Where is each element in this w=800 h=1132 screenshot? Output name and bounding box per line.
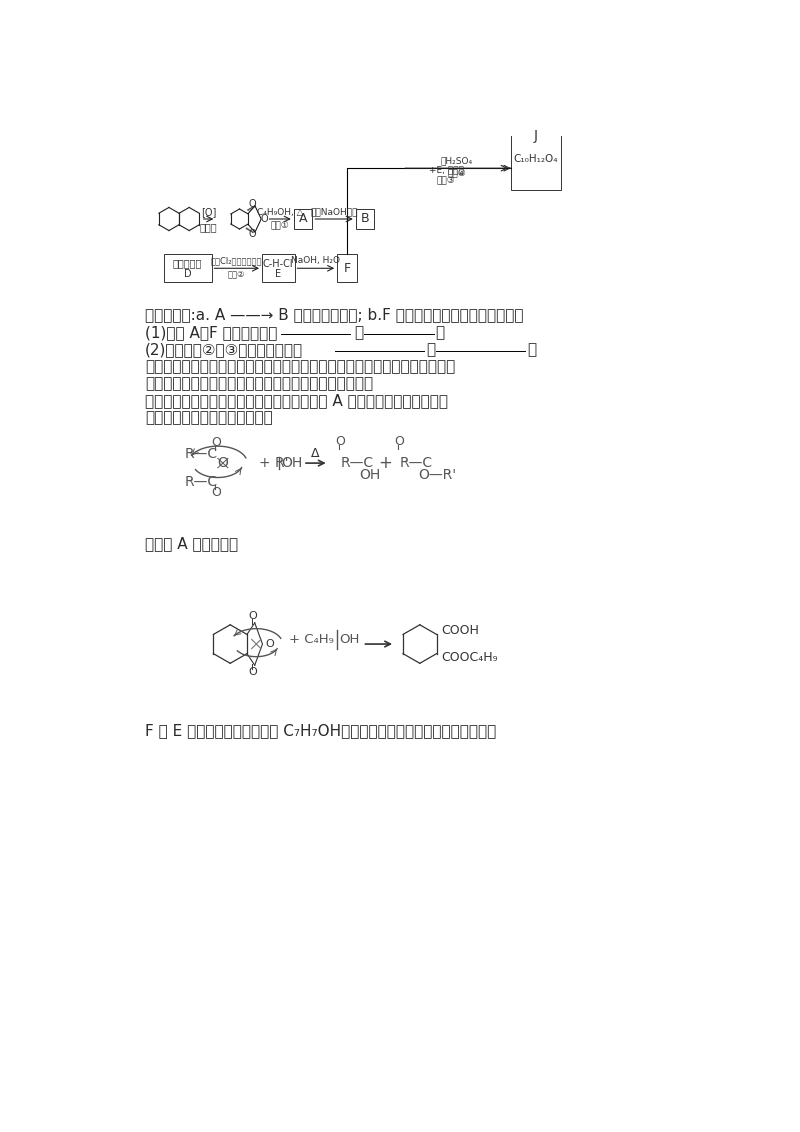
Text: + R': + R' [259, 456, 288, 470]
Text: O: O [211, 436, 221, 448]
Text: C-H-Cl: C-H-Cl [263, 258, 294, 268]
Text: R—C: R—C [340, 456, 374, 470]
FancyBboxPatch shape [294, 209, 312, 229]
Text: + C₄H₉: + C₄H₉ [289, 633, 334, 646]
Text: O: O [249, 611, 258, 621]
Text: 命题意图：考查学生根据题目给信息完成化学方程式或判定反应产物的能力。: 命题意图：考查学生根据题目给信息完成化学方程式或判定反应产物的能力。 [145, 360, 455, 375]
Text: R—C: R—C [399, 456, 432, 470]
Text: C₁₀H₁₂O₄: C₁₀H₁₂O₄ [514, 154, 558, 164]
Text: J: J [534, 129, 538, 143]
Text: R—C: R—C [184, 475, 218, 489]
Text: A: A [299, 213, 307, 225]
Text: C₄H₉OH, △: C₄H₉OH, △ [257, 207, 303, 216]
Text: 则生成 A 的反应为：: 则生成 A 的反应为： [145, 537, 238, 551]
Text: ‖: ‖ [246, 204, 255, 213]
Text: F: F [344, 261, 350, 275]
Text: O: O [335, 435, 345, 448]
Text: O: O [217, 456, 228, 470]
Text: ‖: ‖ [246, 225, 255, 233]
Text: 适量NaOH溶液: 适量NaOH溶液 [310, 207, 358, 216]
Text: 浓H₂SO₄: 浓H₂SO₄ [441, 156, 473, 165]
Text: 催化剂: 催化剂 [200, 222, 218, 232]
Text: Δ: Δ [311, 447, 320, 461]
Text: ，: ， [426, 343, 435, 358]
Text: 知识依托：题给信息、酸的性质、酵化反应、鹵代反应。: 知识依托：题给信息、酸的性质、酵化反应、鹵代反应。 [145, 377, 373, 392]
Text: O: O [249, 229, 257, 239]
Text: 通入Cl₂，加热至沸腾: 通入Cl₂，加热至沸腾 [211, 256, 262, 265]
Text: O: O [266, 640, 274, 649]
Text: OH: OH [339, 633, 359, 646]
Text: 上述流程中:a. A ——→ B 仅发生中和反应; b.F 与浓溨水混合不产生白色沉淠。: 上述流程中:a. A ——→ B 仅发生中和反应; b.F 与浓溨水混合不产生白… [145, 307, 523, 321]
Text: 反应④: 反应④ [447, 169, 466, 178]
Text: 。: 。 [527, 343, 536, 358]
Text: [O]: [O] [201, 207, 216, 217]
FancyBboxPatch shape [510, 113, 561, 190]
Text: 。: 。 [435, 326, 445, 341]
Text: OH: OH [282, 456, 302, 470]
FancyBboxPatch shape [337, 255, 358, 282]
Text: D: D [184, 269, 191, 280]
Text: 苯的同系物: 苯的同系物 [173, 258, 202, 268]
Text: 解题思路：先理解题目给信息：: 解题思路：先理解题目给信息： [145, 410, 273, 426]
Text: 错解分析：不能准确理解题目给信息，得不出 A 的准确结构，造成错解。: 错解分析：不能准确理解题目给信息，得不出 A 的准确结构，造成错解。 [145, 394, 448, 409]
Text: O: O [394, 435, 404, 448]
Text: O: O [261, 214, 268, 224]
Text: 反应②: 反应② [228, 269, 246, 278]
Text: R—C: R—C [184, 447, 218, 461]
Text: 反应①: 反应① [270, 222, 290, 231]
Text: E: E [275, 269, 282, 280]
Text: NaOH, H₂O: NaOH, H₂O [291, 256, 340, 265]
FancyBboxPatch shape [163, 255, 211, 282]
Text: O: O [249, 199, 257, 209]
Text: B: B [361, 213, 370, 225]
FancyBboxPatch shape [356, 209, 374, 229]
Text: 反应③: 反应③ [437, 175, 456, 185]
Text: O: O [211, 486, 221, 499]
Text: (2)写出反应②和③的化学方程式：: (2)写出反应②和③的化学方程式： [145, 343, 303, 358]
Text: +E, 催化剂: +E, 催化剂 [429, 165, 464, 174]
Text: COOH: COOH [442, 624, 479, 636]
Text: F 是 E 水解的产物，化学式为 C₇H₇OH，它与浓溨水混合不产生白色沉淠，则: F 是 E 水解的产物，化学式为 C₇H₇OH，它与浓溨水混合不产生白色沉淠，则 [145, 723, 496, 738]
Text: COOC₄H₉: COOC₄H₉ [442, 651, 498, 664]
Text: O: O [249, 667, 258, 677]
Text: +: + [378, 454, 392, 472]
Text: (1)写出 A、F 的结构简式：: (1)写出 A、F 的结构简式： [145, 326, 278, 341]
FancyBboxPatch shape [262, 255, 294, 282]
Text: O—R': O—R' [418, 468, 457, 481]
Text: 、: 、 [354, 326, 363, 341]
Text: OH: OH [360, 468, 381, 481]
